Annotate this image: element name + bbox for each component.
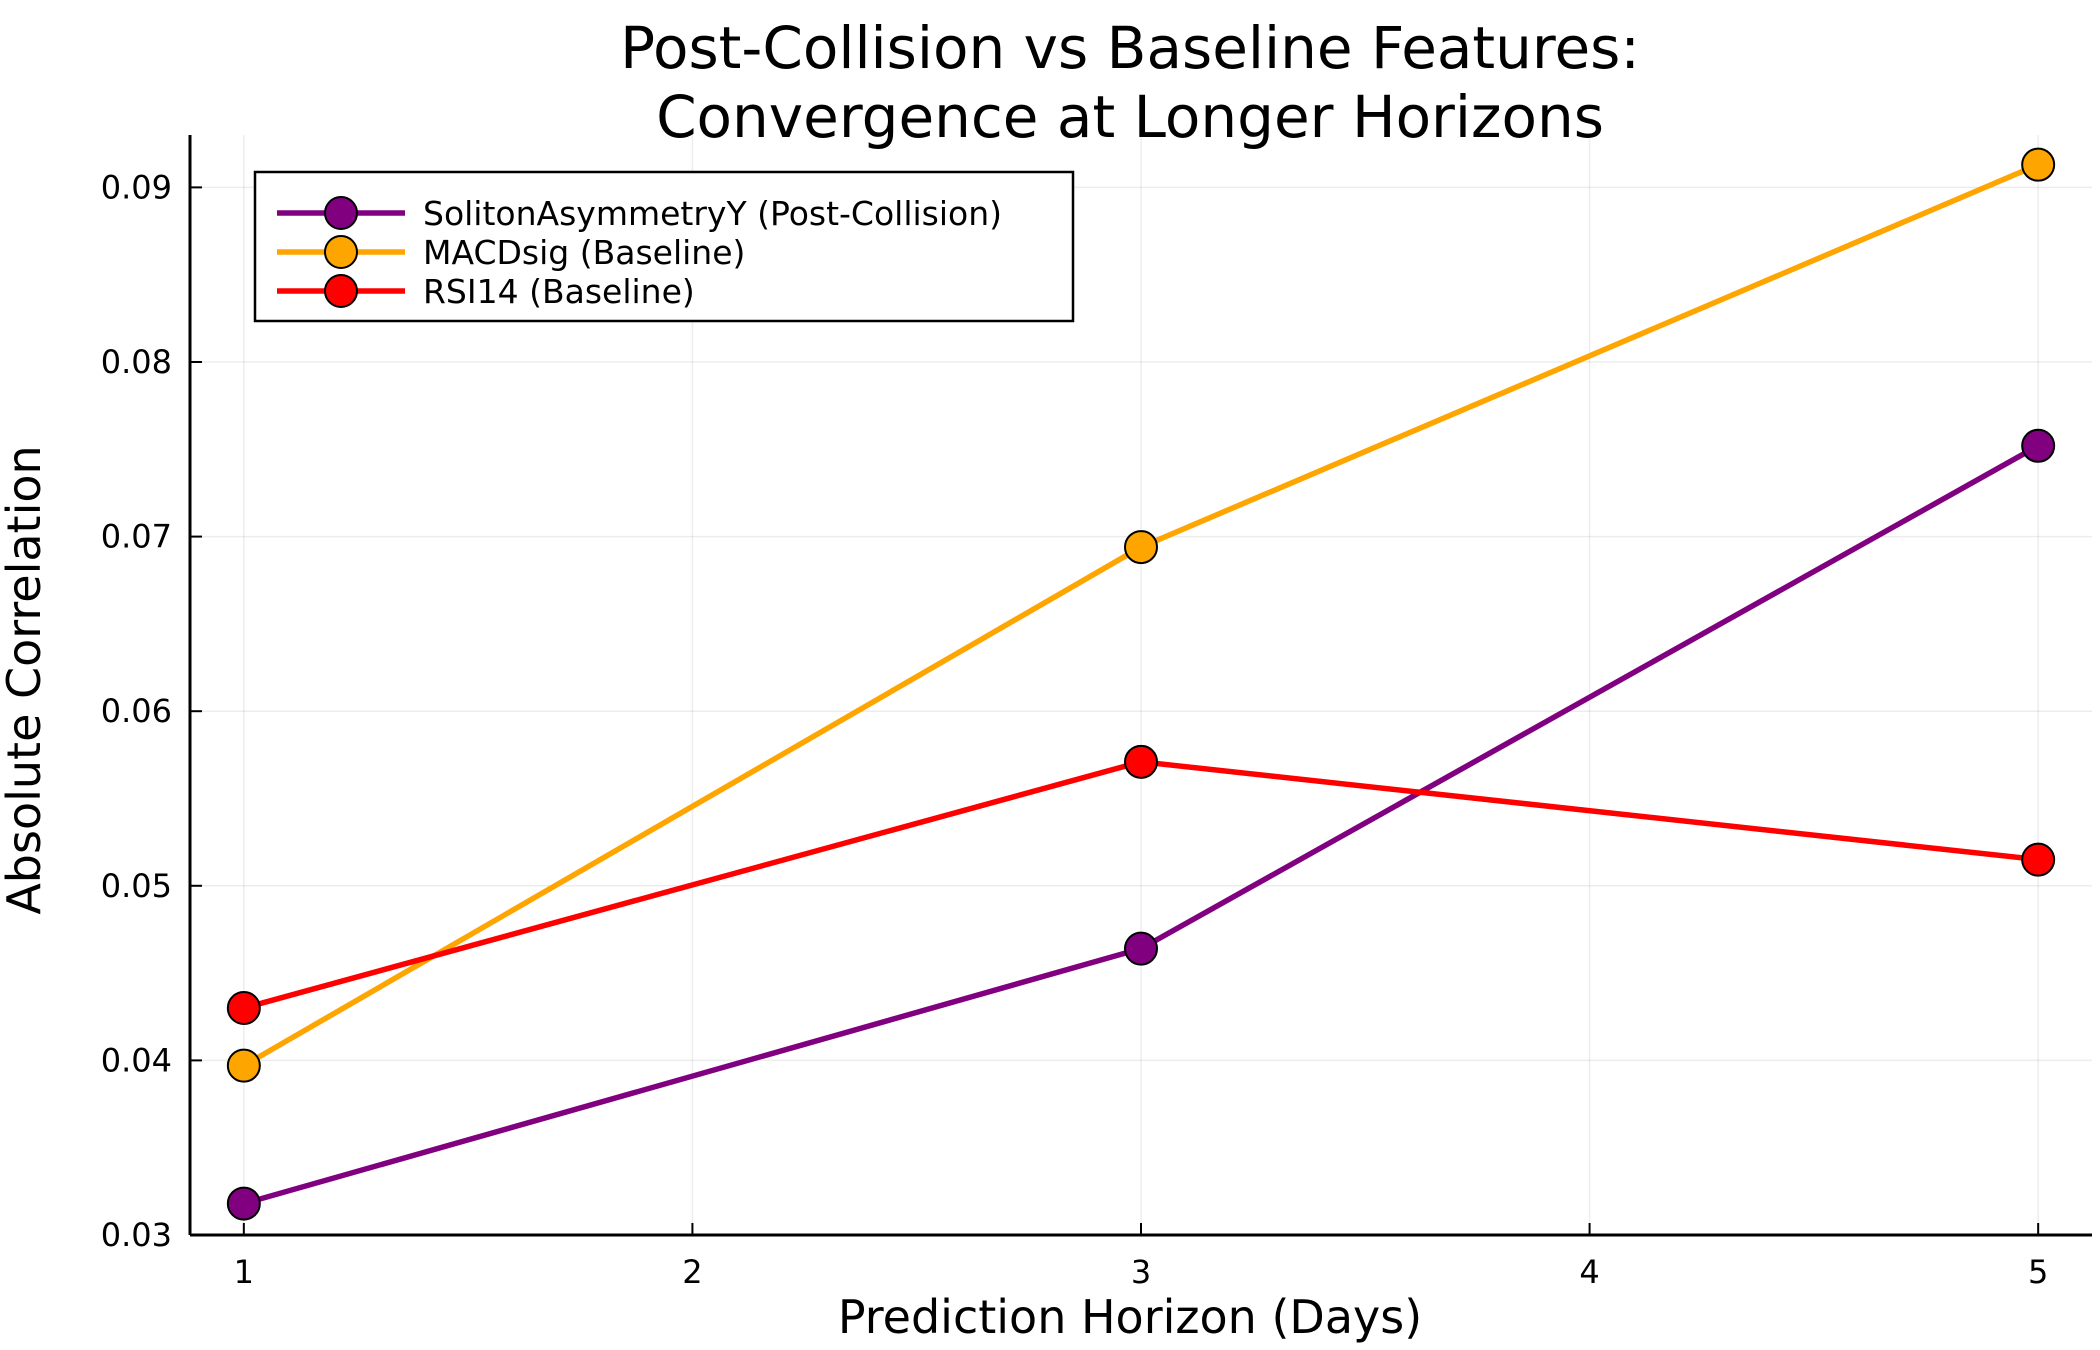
x-tick-label-2: 3	[1131, 1253, 1151, 1291]
series-layer	[226, 147, 2056, 1221]
legend: SolitonAsymmetryY (Post-Collision)MACDsi…	[253, 170, 1075, 323]
series-1-point-1	[1124, 530, 1158, 565]
y-tick-label-6: 0.09	[101, 168, 172, 206]
y-axis-label: Absolute Correlation	[0, 445, 51, 914]
y-tick-label-3: 0.06	[101, 692, 172, 730]
legend-swatch-marker-2	[324, 274, 358, 308]
y-tick-label-4: 0.07	[101, 518, 172, 556]
series-0-point-2	[2021, 428, 2056, 463]
legend-swatch-marker-1	[324, 235, 358, 269]
x-tick-label-3: 4	[1579, 1253, 1599, 1291]
y-tick-label-0: 0.03	[101, 1216, 172, 1254]
legend-swatch-marker-0	[324, 196, 358, 230]
y-tick-label-2: 0.05	[101, 867, 172, 905]
x-tick-label-0: 1	[234, 1253, 254, 1291]
tick-labels: 1 2 3 4 5 0.03 0.04 0.05 0.06 0.07 0.08 0.09	[101, 168, 2049, 1291]
x-tick-label-1: 2	[682, 1253, 702, 1291]
series-1-point-2	[2021, 147, 2056, 182]
legend-box	[253, 170, 1075, 323]
series-1-point-0	[226, 1048, 261, 1083]
series-2-point-0	[226, 991, 261, 1026]
x-axis-label: Prediction Horizon (Days)	[838, 1290, 1422, 1344]
y-tick-label-1: 0.04	[101, 1041, 172, 1079]
series-2-point-1	[1124, 744, 1158, 779]
axes	[188, 135, 2092, 1237]
chart-title-line-1: Post-Collision vs Baseline Features:	[620, 14, 1640, 82]
legend-entry-2: RSI14 (Baseline)	[423, 272, 695, 311]
y-tick-label-5: 0.08	[101, 343, 172, 381]
chart-title-line-2: Convergence at Longer Horizons	[656, 83, 1604, 151]
x-tick-label-4: 5	[2028, 1253, 2048, 1291]
legend-entry-0: SolitonAsymmetryY (Post-Collision)	[423, 194, 1002, 233]
series-0-point-1	[1124, 931, 1158, 966]
series-2-point-2	[2021, 842, 2056, 877]
series-0-point-0	[226, 1186, 261, 1221]
legend-entry-1: MACDsig (Baseline)	[423, 233, 745, 272]
